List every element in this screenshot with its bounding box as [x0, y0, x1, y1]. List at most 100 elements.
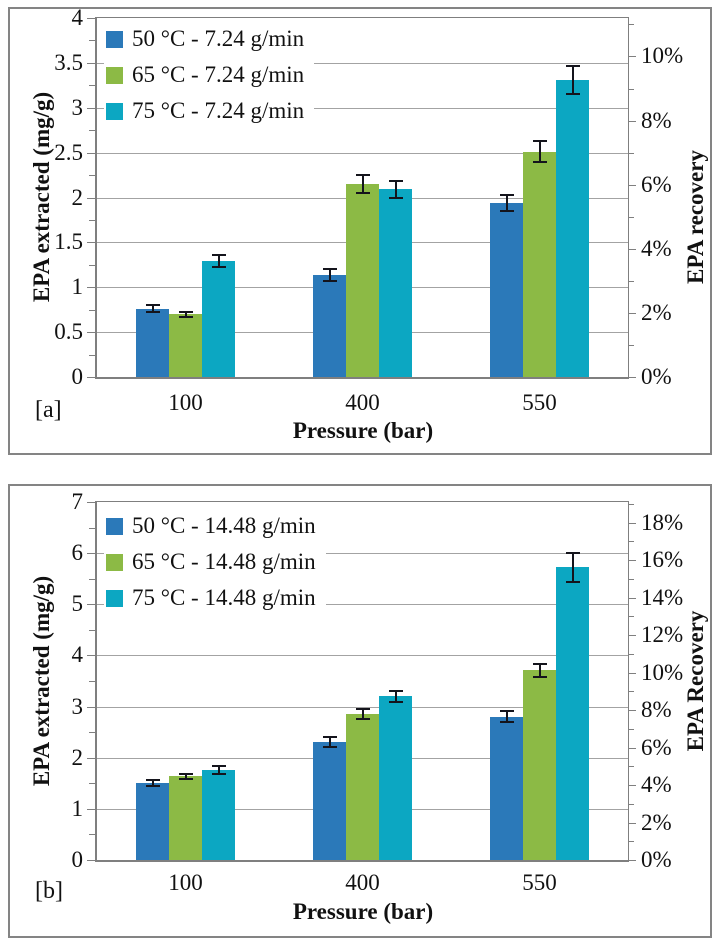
right-axis-title-a: EPA recovery [683, 150, 708, 284]
bar-series_blue [136, 783, 169, 860]
right-axis-tick-label: 8% [641, 697, 672, 723]
legend: 50 °C - 7.24 g/min 65 °C - 7.24 g/min 75 °… [104, 21, 315, 129]
major-gridline [97, 152, 628, 154]
left-axis-tick [87, 757, 95, 759]
bar-series_green [523, 670, 556, 860]
error-bar [322, 267, 337, 282]
right-axis-tick [628, 312, 636, 314]
right-axis-tick [628, 152, 634, 154]
x-tick-label: 400 [345, 870, 380, 895]
left-axis-tick-label: 5 [71, 591, 84, 617]
major-gridline [97, 655, 628, 657]
error-bar-line [505, 195, 508, 210]
left-axis-tick [87, 604, 95, 606]
error-bar [532, 662, 547, 678]
right-axis-tick-label: 10% [641, 43, 684, 69]
right-axis-tick [628, 248, 636, 250]
right-axis-tick-label: 8% [641, 107, 672, 133]
legend-label: 65 °C - 14.48 g/min [132, 549, 316, 574]
left-axis-tick-label: 2.5 [54, 139, 83, 165]
x-tick-label: 100 [168, 390, 203, 415]
chart-panel-a: EPA extracted (mg/g) EPA recovery Pressu… [8, 6, 712, 455]
right-axis-tick [628, 691, 634, 693]
right-axis-tick [628, 672, 636, 674]
error-bar [565, 64, 580, 96]
left-axis-tick [89, 527, 95, 529]
right-axis-tick [628, 822, 636, 824]
legend-label: 75 °C - 14.48 g/min [132, 585, 316, 610]
error-bar-line [538, 664, 541, 676]
left-axis-tick [87, 332, 95, 334]
right-axis-tick [628, 120, 636, 122]
right-axis-tick [628, 522, 636, 524]
error-bar [532, 140, 547, 164]
right-axis-tick-label: 14% [641, 584, 684, 610]
x-axis-title-a: Pressure (bar) [292, 418, 434, 443]
legend-item: 75 °C - 7.24 g/min [104, 93, 315, 129]
left-axis-tick-label: 0.5 [54, 319, 83, 345]
legend-item: 50 °C - 7.24 g/min [104, 21, 315, 57]
right-axis-tick [628, 541, 634, 543]
right-axis-tick [628, 24, 634, 26]
left-axis-tick [87, 860, 95, 861]
left-axis-tick [87, 107, 95, 109]
left-axis-tick-label: 4 [71, 642, 84, 668]
error-bar [388, 179, 403, 200]
legend-label: 65 °C - 7.24 g/min [132, 62, 305, 87]
bar-series_teal [379, 696, 412, 860]
panel-label-a: [a] [35, 397, 62, 423]
error-bar-line [361, 709, 364, 718]
right-axis-tick [628, 728, 634, 730]
right-axis-tick-label: 4% [641, 235, 672, 261]
error-bar [388, 689, 403, 703]
error-bar [499, 710, 514, 724]
left-axis-tick-label: 1 [71, 795, 84, 821]
right-axis-tick [628, 56, 636, 58]
right-axis-tick [628, 344, 634, 346]
error-bar-line [184, 774, 187, 778]
right-axis-tick-label: 0% [641, 364, 672, 389]
left-axis-tick [89, 130, 95, 132]
right-axis-tick [628, 785, 636, 787]
error-bar [178, 310, 193, 318]
left-axis-tick-label: 1.5 [54, 229, 83, 255]
error-bar-line [538, 142, 541, 162]
left-axis-tick [89, 40, 95, 42]
right-axis-tick-label: 6% [641, 734, 672, 760]
bar-series_blue [313, 274, 346, 377]
right-axis-tick [628, 616, 634, 618]
major-gridline [97, 706, 628, 708]
right-axis-tick [628, 280, 634, 282]
right-axis-tick [628, 710, 636, 712]
left-axis-tick [87, 808, 95, 810]
error-bar-line [394, 691, 397, 701]
error-bar-line [217, 256, 220, 267]
left-axis-tick [89, 783, 95, 785]
legend-label: 50 °C - 14.48 g/min [132, 513, 316, 538]
left-axis-tick [89, 309, 95, 311]
error-bar-line [217, 767, 220, 773]
error-bar-line [571, 66, 574, 94]
left-axis-tick [89, 578, 95, 580]
right-axis-tick [628, 597, 636, 599]
x-tick-label: 550 [522, 870, 557, 895]
error-bar-line [184, 312, 187, 316]
error-bar [211, 254, 226, 269]
legend: 50 °C - 14.48 g/min 65 °C - 14.48 g/min 75… [104, 508, 326, 616]
x-tick-label: 100 [168, 870, 203, 895]
bar-series_teal [556, 567, 589, 860]
error-bar [145, 779, 160, 788]
panel-label-b: [b] [35, 878, 63, 904]
bar-series_blue [313, 742, 346, 860]
left-axis-tick [89, 175, 95, 177]
left-axis-tick [89, 732, 95, 734]
legend-label: 75 °C - 7.24 g/min [132, 98, 305, 123]
left-axis-tick [89, 354, 95, 356]
plot-area-a [87, 17, 636, 379]
legend-swatch-icon [106, 66, 123, 84]
legend-swatch-icon [106, 102, 123, 120]
right-axis-tick [628, 578, 634, 580]
right-axis-tick-label: 16% [641, 547, 684, 573]
right-axis-tick-label: 18% [641, 509, 684, 535]
right-axis-tick [628, 377, 636, 378]
